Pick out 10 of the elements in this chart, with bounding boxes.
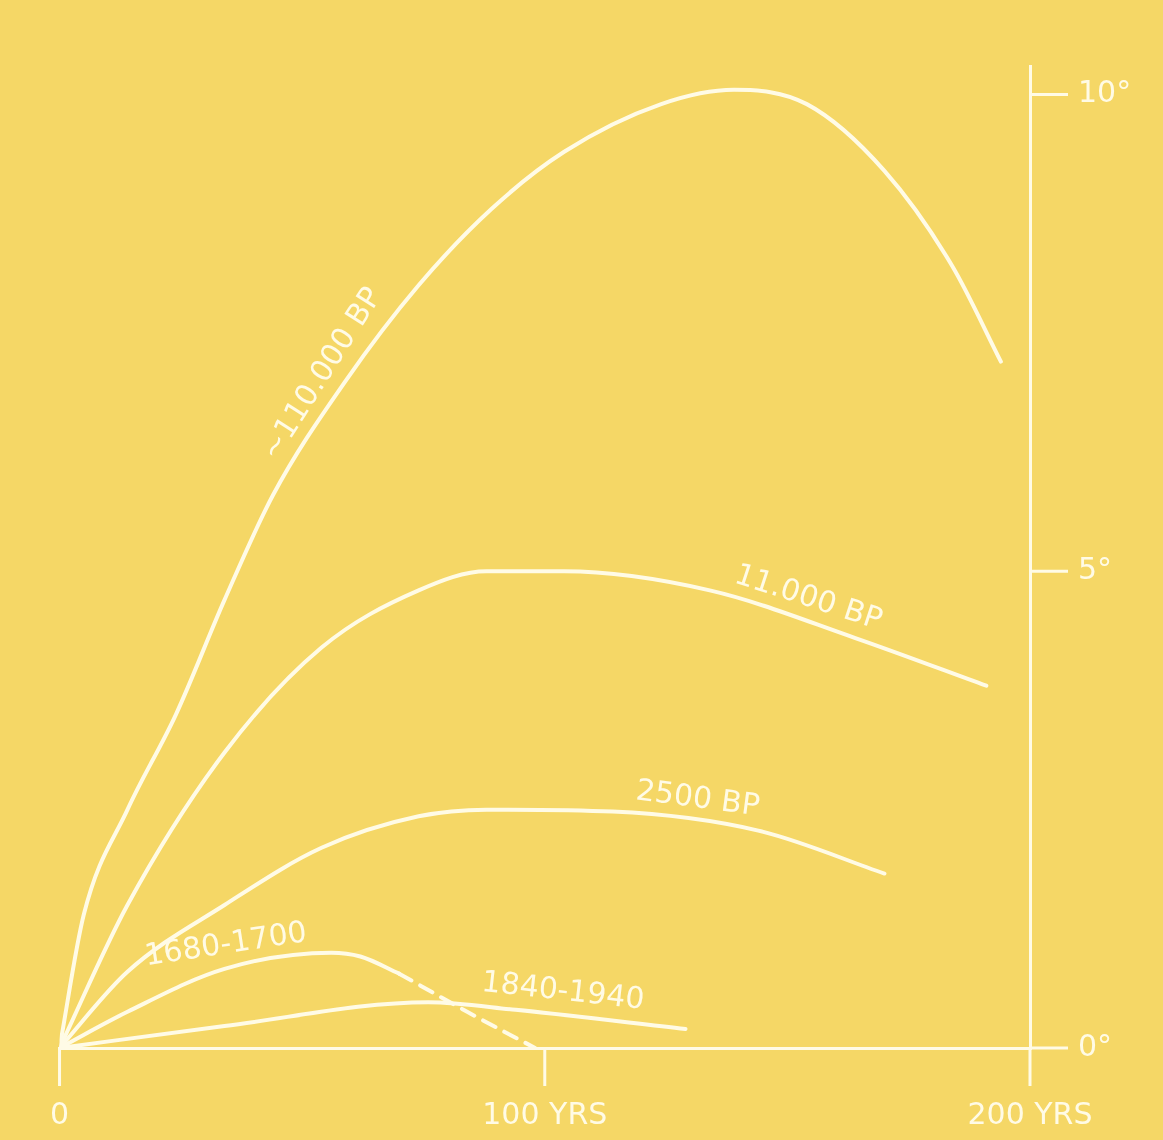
y-tick-label: 5° (1078, 551, 1113, 587)
x-tick-label: 0 (50, 1095, 70, 1131)
x-tick-label: 100 YRS (482, 1095, 608, 1131)
text: 1680-1700 (142, 913, 309, 973)
text: 11.000 BP (730, 555, 888, 637)
text: 2500 BP (634, 771, 763, 823)
y-tick-label: 0° (1078, 1027, 1113, 1063)
text: 1840-1940 (479, 962, 647, 1016)
x-tick-label: 200 YRS (967, 1095, 1093, 1131)
y-tick-label: 10° (1078, 74, 1132, 110)
